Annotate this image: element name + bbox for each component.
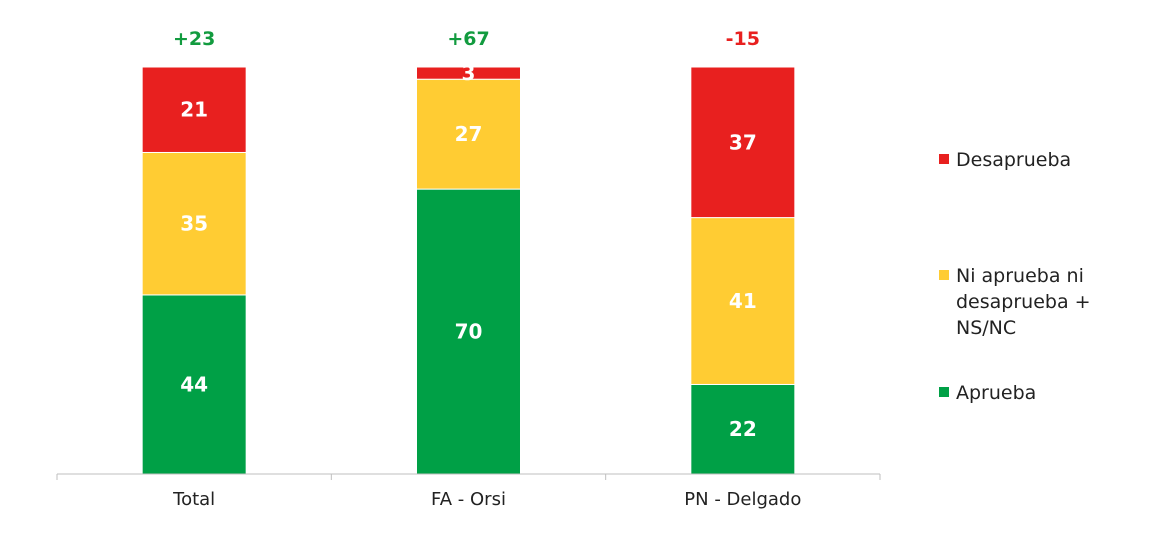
data-label: 37 [729, 130, 757, 154]
bar-segment-ni-aprueba-ni-desaprueba-ns-nc [416, 78, 521, 190]
x-tick-label: FA - Orsi [431, 489, 506, 510]
bar-segment-aprueba [416, 188, 521, 475]
x-axis: Total FA - Orsi PN - Delgado [56, 473, 881, 510]
legend: Desaprueba Ni aprueba ni desaprueba + NS/NC… [939, 149, 1091, 404]
legend-swatch-desaprueba [939, 154, 949, 164]
bar-segment-aprueba [141, 294, 247, 475]
legend-label-desaprueba: Desaprueba [956, 149, 1071, 171]
net-score-label: +23 [173, 28, 215, 50]
data-label: 27 [455, 122, 483, 146]
legend-label-aprueba: Aprueba [956, 382, 1036, 404]
legend-swatch-aprueba [939, 387, 949, 397]
data-label: 41 [729, 289, 757, 313]
data-label: 44 [180, 372, 208, 396]
legend-swatch-ni-aprueba-ni-desaprueba-ns-nc [939, 270, 949, 280]
net-score-label: -15 [726, 28, 760, 50]
x-tick-label: PN - Delgado [684, 489, 801, 510]
bar-segment-desaprueba [141, 66, 247, 153]
x-tick-label: Total [172, 489, 215, 510]
bar-segment-desaprueba [416, 66, 521, 80]
bar-segment-ni-aprueba-ni-desaprueba-ns-nc [690, 217, 796, 385]
bar-segment-ni-aprueba-ni-desaprueba-ns-nc [141, 151, 247, 296]
data-label: 3 [462, 61, 476, 85]
net-score-label: +67 [447, 28, 489, 50]
bar-segment-desaprueba [690, 66, 796, 219]
data-label: 70 [455, 320, 483, 344]
legend-label-ni-aprueba-ni-desaprueba-ns-nc: Ni aprueba ni desaprueba + NS/NC [956, 265, 1091, 339]
bars-layer: 44 35 21 +23 70 27 3 +67 22 41 37 -15 [141, 28, 796, 475]
data-label: 21 [180, 98, 208, 122]
data-label: 22 [729, 417, 757, 441]
data-label: 35 [180, 212, 208, 236]
